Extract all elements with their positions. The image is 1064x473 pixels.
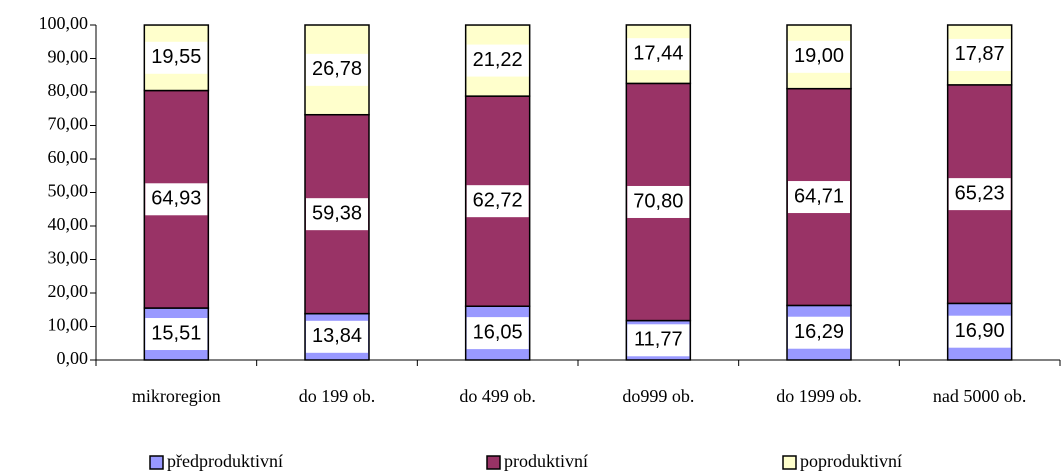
y-tick-label: 10,00 — [48, 315, 89, 335]
legend-swatch — [782, 455, 797, 470]
data-label-box — [627, 324, 690, 357]
data-label-box — [466, 44, 529, 77]
data-label-box — [627, 185, 690, 218]
data-label: 16,05 — [473, 321, 523, 343]
data-label-box — [948, 178, 1011, 211]
y-tick-label: 70,00 — [48, 114, 89, 134]
data-label: 64,71 — [794, 185, 844, 207]
y-tick-label: 0,00 — [57, 348, 89, 368]
data-label: 64,93 — [151, 188, 201, 210]
data-label: 70,80 — [633, 190, 683, 212]
y-tick-label: 40,00 — [48, 214, 89, 234]
y-tick-label: 80,00 — [48, 80, 89, 100]
x-tick-label: do999 ob. — [622, 386, 694, 406]
y-tick-label: 60,00 — [48, 147, 89, 167]
legend-label: produktivní — [504, 451, 588, 471]
data-label: 16,29 — [794, 321, 844, 343]
data-label-box — [788, 316, 850, 349]
data-label: 21,22 — [473, 49, 523, 71]
data-label-box — [306, 198, 368, 231]
data-label-box — [306, 53, 368, 86]
data-label: 65,23 — [955, 182, 1005, 204]
data-label-box — [627, 38, 690, 71]
data-label-box — [788, 181, 850, 214]
data-label: 16,90 — [955, 320, 1005, 342]
data-label-box — [948, 38, 1011, 71]
data-label: 59,38 — [312, 202, 362, 224]
legend-label: poproduktivní — [800, 451, 902, 471]
data-label-box — [306, 320, 368, 353]
data-label-box — [145, 41, 208, 74]
y-tick-label: 90,00 — [48, 47, 89, 67]
data-label-box — [466, 185, 529, 218]
data-label: 15,51 — [151, 322, 201, 344]
x-tick-label: nad 5000 ob. — [933, 386, 1027, 406]
legend-swatch — [149, 455, 164, 470]
data-label-box — [948, 315, 1011, 348]
data-label-box — [145, 318, 208, 351]
data-label: 17,87 — [955, 43, 1005, 65]
data-label: 62,72 — [473, 189, 523, 211]
data-label: 19,55 — [151, 46, 201, 68]
x-tick-label: do 499 ob. — [459, 386, 536, 406]
legend-label: předproduktivní — [167, 451, 283, 471]
y-tick-label: 100,00 — [39, 13, 89, 33]
y-tick-label: 50,00 — [48, 181, 89, 201]
x-tick-label: do 1999 ob. — [776, 386, 862, 406]
data-label-box — [145, 183, 208, 216]
y-tick-label: 30,00 — [48, 248, 89, 268]
data-label-box — [466, 317, 529, 350]
data-label: 26,78 — [312, 58, 362, 80]
data-label: 11,77 — [634, 329, 683, 351]
x-tick-label: do 199 ob. — [299, 386, 376, 406]
legend-swatch — [486, 455, 501, 470]
y-tick-label: 20,00 — [48, 281, 89, 301]
data-label: 17,44 — [633, 42, 683, 64]
data-label: 13,84 — [312, 325, 362, 347]
data-label-box — [788, 40, 850, 73]
x-tick-label: mikroregion — [132, 386, 221, 406]
data-label: 19,00 — [794, 45, 844, 67]
